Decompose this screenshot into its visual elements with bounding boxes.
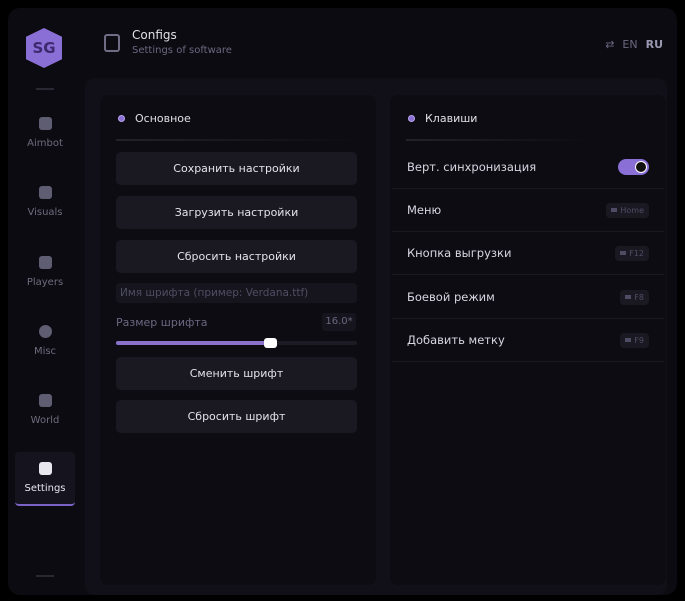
sidebar-item-label: Misc <box>33 346 57 357</box>
skull-icon <box>38 117 52 130</box>
divider <box>116 139 356 141</box>
keybind-button[interactable]: F9 <box>620 332 649 348</box>
bullet-icon <box>408 115 415 122</box>
unload-key-row: Кнопка выгрузки F12 <box>392 232 664 275</box>
sidebar-item-visuals[interactable]: Visuals <box>15 175 75 229</box>
sidebar-item-misc[interactable]: Misc <box>15 314 75 368</box>
font-size-value[interactable]: 16.0* <box>322 313 356 331</box>
lang-en-button[interactable]: EN <box>622 38 638 51</box>
lang-ru-button[interactable]: RU <box>645 38 663 51</box>
save-settings-button[interactable]: Сохранить настройки <box>116 152 357 185</box>
vr-glasses-icon <box>38 186 52 199</box>
sidebar-divider <box>36 575 54 577</box>
divider <box>406 139 586 141</box>
sidebar-divider <box>36 88 54 90</box>
sidebar-item-aimbot[interactable]: Aimbot <box>15 106 75 160</box>
reset-font-button[interactable]: Сбросить шрифт <box>116 400 357 433</box>
chat-bubble-icon <box>38 325 52 338</box>
key-label: F9 <box>634 335 644 345</box>
reset-settings-button[interactable]: Сбросить настройки <box>116 240 357 273</box>
row-label: Верт. синхронизация <box>407 160 537 174</box>
slider-fill <box>116 341 271 345</box>
section-title: Клавиши <box>425 112 478 125</box>
section-main-header: Основное <box>118 112 191 125</box>
sidebar-item-label: Settings <box>24 483 66 494</box>
briefcase-icon <box>38 394 52 407</box>
row-label: Боевой режим <box>407 290 495 304</box>
keybind-button[interactable]: F12 <box>615 245 649 261</box>
load-settings-button[interactable]: Загрузить настройки <box>116 196 357 229</box>
menu-key-row: Меню Home <box>392 189 664 232</box>
key-label: F12 <box>629 248 644 258</box>
bullet-icon <box>118 115 125 122</box>
keyboard-icon <box>611 208 618 212</box>
keyboard-icon <box>625 338 632 342</box>
keys-card <box>390 95 666 585</box>
section-keys-header: Клавиши <box>408 112 477 125</box>
section-title: Основное <box>135 112 191 125</box>
sidebar-item-label: World <box>30 415 60 426</box>
keybind-button[interactable]: Home <box>606 202 649 218</box>
change-font-button[interactable]: Сменить шрифт <box>116 357 357 390</box>
row-label: Кнопка выгрузки <box>407 246 512 260</box>
page-subtitle: Settings of software <box>132 45 232 56</box>
slider-thumb[interactable] <box>264 338 278 348</box>
keyboard-icon <box>625 295 632 299</box>
row-label: Добавить метку <box>407 333 505 347</box>
keyboard-icon <box>620 251 627 255</box>
keybind-button[interactable]: F8 <box>620 289 649 305</box>
sidebar-item-world[interactable]: World <box>15 383 75 437</box>
translate-icon: ⇄ <box>605 38 615 51</box>
key-label: F8 <box>634 292 644 302</box>
list-icon <box>38 462 52 475</box>
font-size-label: Размер шрифта <box>116 316 208 329</box>
language-switch: ⇄ EN RU <box>605 38 663 51</box>
key-label: Home <box>620 205 644 215</box>
combat-mode-row: Боевой режим F8 <box>392 276 664 319</box>
page-title: Configs <box>132 28 177 42</box>
vsync-toggle[interactable] <box>618 159 649 175</box>
sidebar-item-label: Visuals <box>27 207 63 218</box>
vsync-row: Верт. синхронизация <box>392 146 664 189</box>
add-marker-row: Добавить метку F9 <box>392 319 664 362</box>
logo: SG <box>26 28 62 68</box>
sidebar-item-players[interactable]: Players <box>15 245 75 299</box>
sidebar-item-label: Players <box>26 277 64 288</box>
list-icon <box>104 34 120 52</box>
font-size-slider[interactable] <box>116 338 357 348</box>
row-label: Меню <box>407 203 442 217</box>
sidebar-item-label: Aimbot <box>27 138 63 149</box>
font-name-input[interactable]: Имя шрифта (пример: Verdana.ttf) <box>116 283 357 303</box>
players-icon <box>38 256 52 269</box>
sidebar-item-settings[interactable]: Settings <box>15 452 75 506</box>
